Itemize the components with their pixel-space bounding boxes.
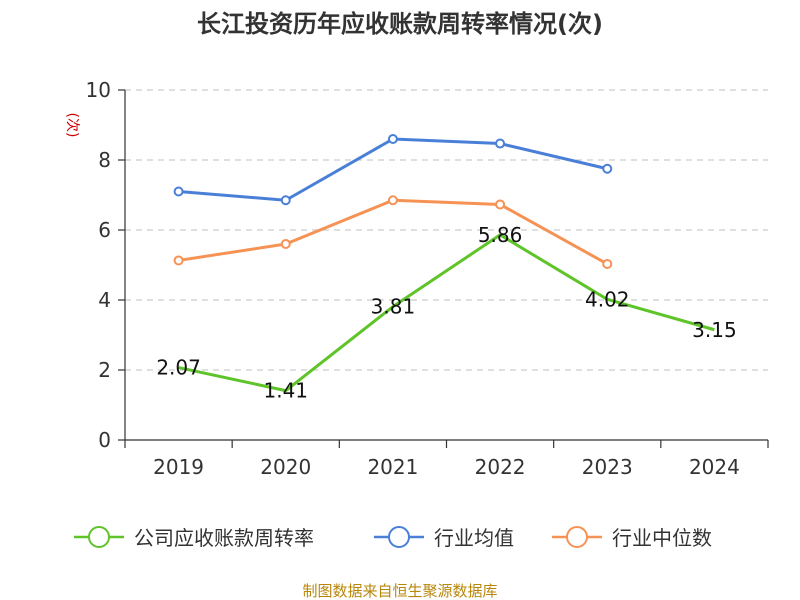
series-2: [173, 195, 613, 269]
data-point: [495, 199, 506, 210]
legend-item-1: 行业均值: [374, 526, 514, 550]
series-line: [178, 233, 715, 393]
data-label: 3.15: [692, 318, 737, 342]
grid: [125, 89, 768, 371]
y-tick-label: 4: [98, 288, 111, 312]
x-tick-label: 2024: [689, 455, 740, 479]
series-1: [173, 134, 613, 206]
data-label: 1.41: [263, 379, 308, 403]
legend-item-0: 公司应收账款周转率: [74, 526, 314, 550]
legend-marker: [566, 526, 588, 548]
legend-label: 行业均值: [434, 526, 514, 550]
data-label: 2.07: [156, 356, 201, 380]
data-point: [173, 186, 184, 197]
data-label: 5.86: [478, 223, 523, 247]
legend: 公司应收账款周转率 行业均值 行业中位数: [74, 526, 712, 550]
x-tick-label: 2023: [582, 455, 633, 479]
series-layer: [173, 134, 715, 393]
data-point: [495, 138, 506, 149]
data-point: [602, 258, 613, 269]
data-point: [387, 195, 398, 206]
legend-marker: [388, 526, 410, 548]
y-tick-label: 10: [86, 78, 111, 102]
y-tick-label: 0: [98, 428, 111, 452]
data-point: [173, 255, 184, 266]
source-note: 制图数据来自恒生聚源数据库: [302, 582, 497, 600]
x-tick-label: 2021: [367, 455, 418, 479]
axes: 0 2 4 6 8 10 2019 2020 2021 2022 2023 2024: [86, 78, 769, 479]
chart-title: 长江投资历年应收账款周转率情况(次): [197, 10, 603, 38]
x-tick-label: 2020: [260, 455, 311, 479]
data-point: [280, 239, 291, 249]
series-line: [178, 137, 608, 202]
data-point: [602, 163, 613, 174]
legend-label: 行业中位数: [612, 526, 712, 550]
y-axis-unit: (次): [64, 113, 80, 138]
x-tick-label: 2022: [475, 455, 526, 479]
data-labels: 2.07 1.41 3.81 5.86 4.02 3.15: [156, 223, 736, 403]
data-point: [280, 195, 291, 206]
series-0: [178, 233, 715, 393]
data-label: 3.81: [371, 295, 416, 319]
legend-item-2: 行业中位数: [552, 526, 712, 550]
y-tick-label: 8: [98, 148, 111, 172]
data-label: 4.02: [585, 287, 630, 311]
legend-marker: [88, 526, 110, 548]
x-tick-label: 2019: [153, 455, 204, 479]
series-line: [178, 198, 608, 266]
data-point: [387, 134, 398, 144]
y-tick-label: 6: [98, 218, 111, 242]
y-tick-label: 2: [98, 358, 111, 382]
legend-label: 公司应收账款周转率: [134, 526, 314, 550]
